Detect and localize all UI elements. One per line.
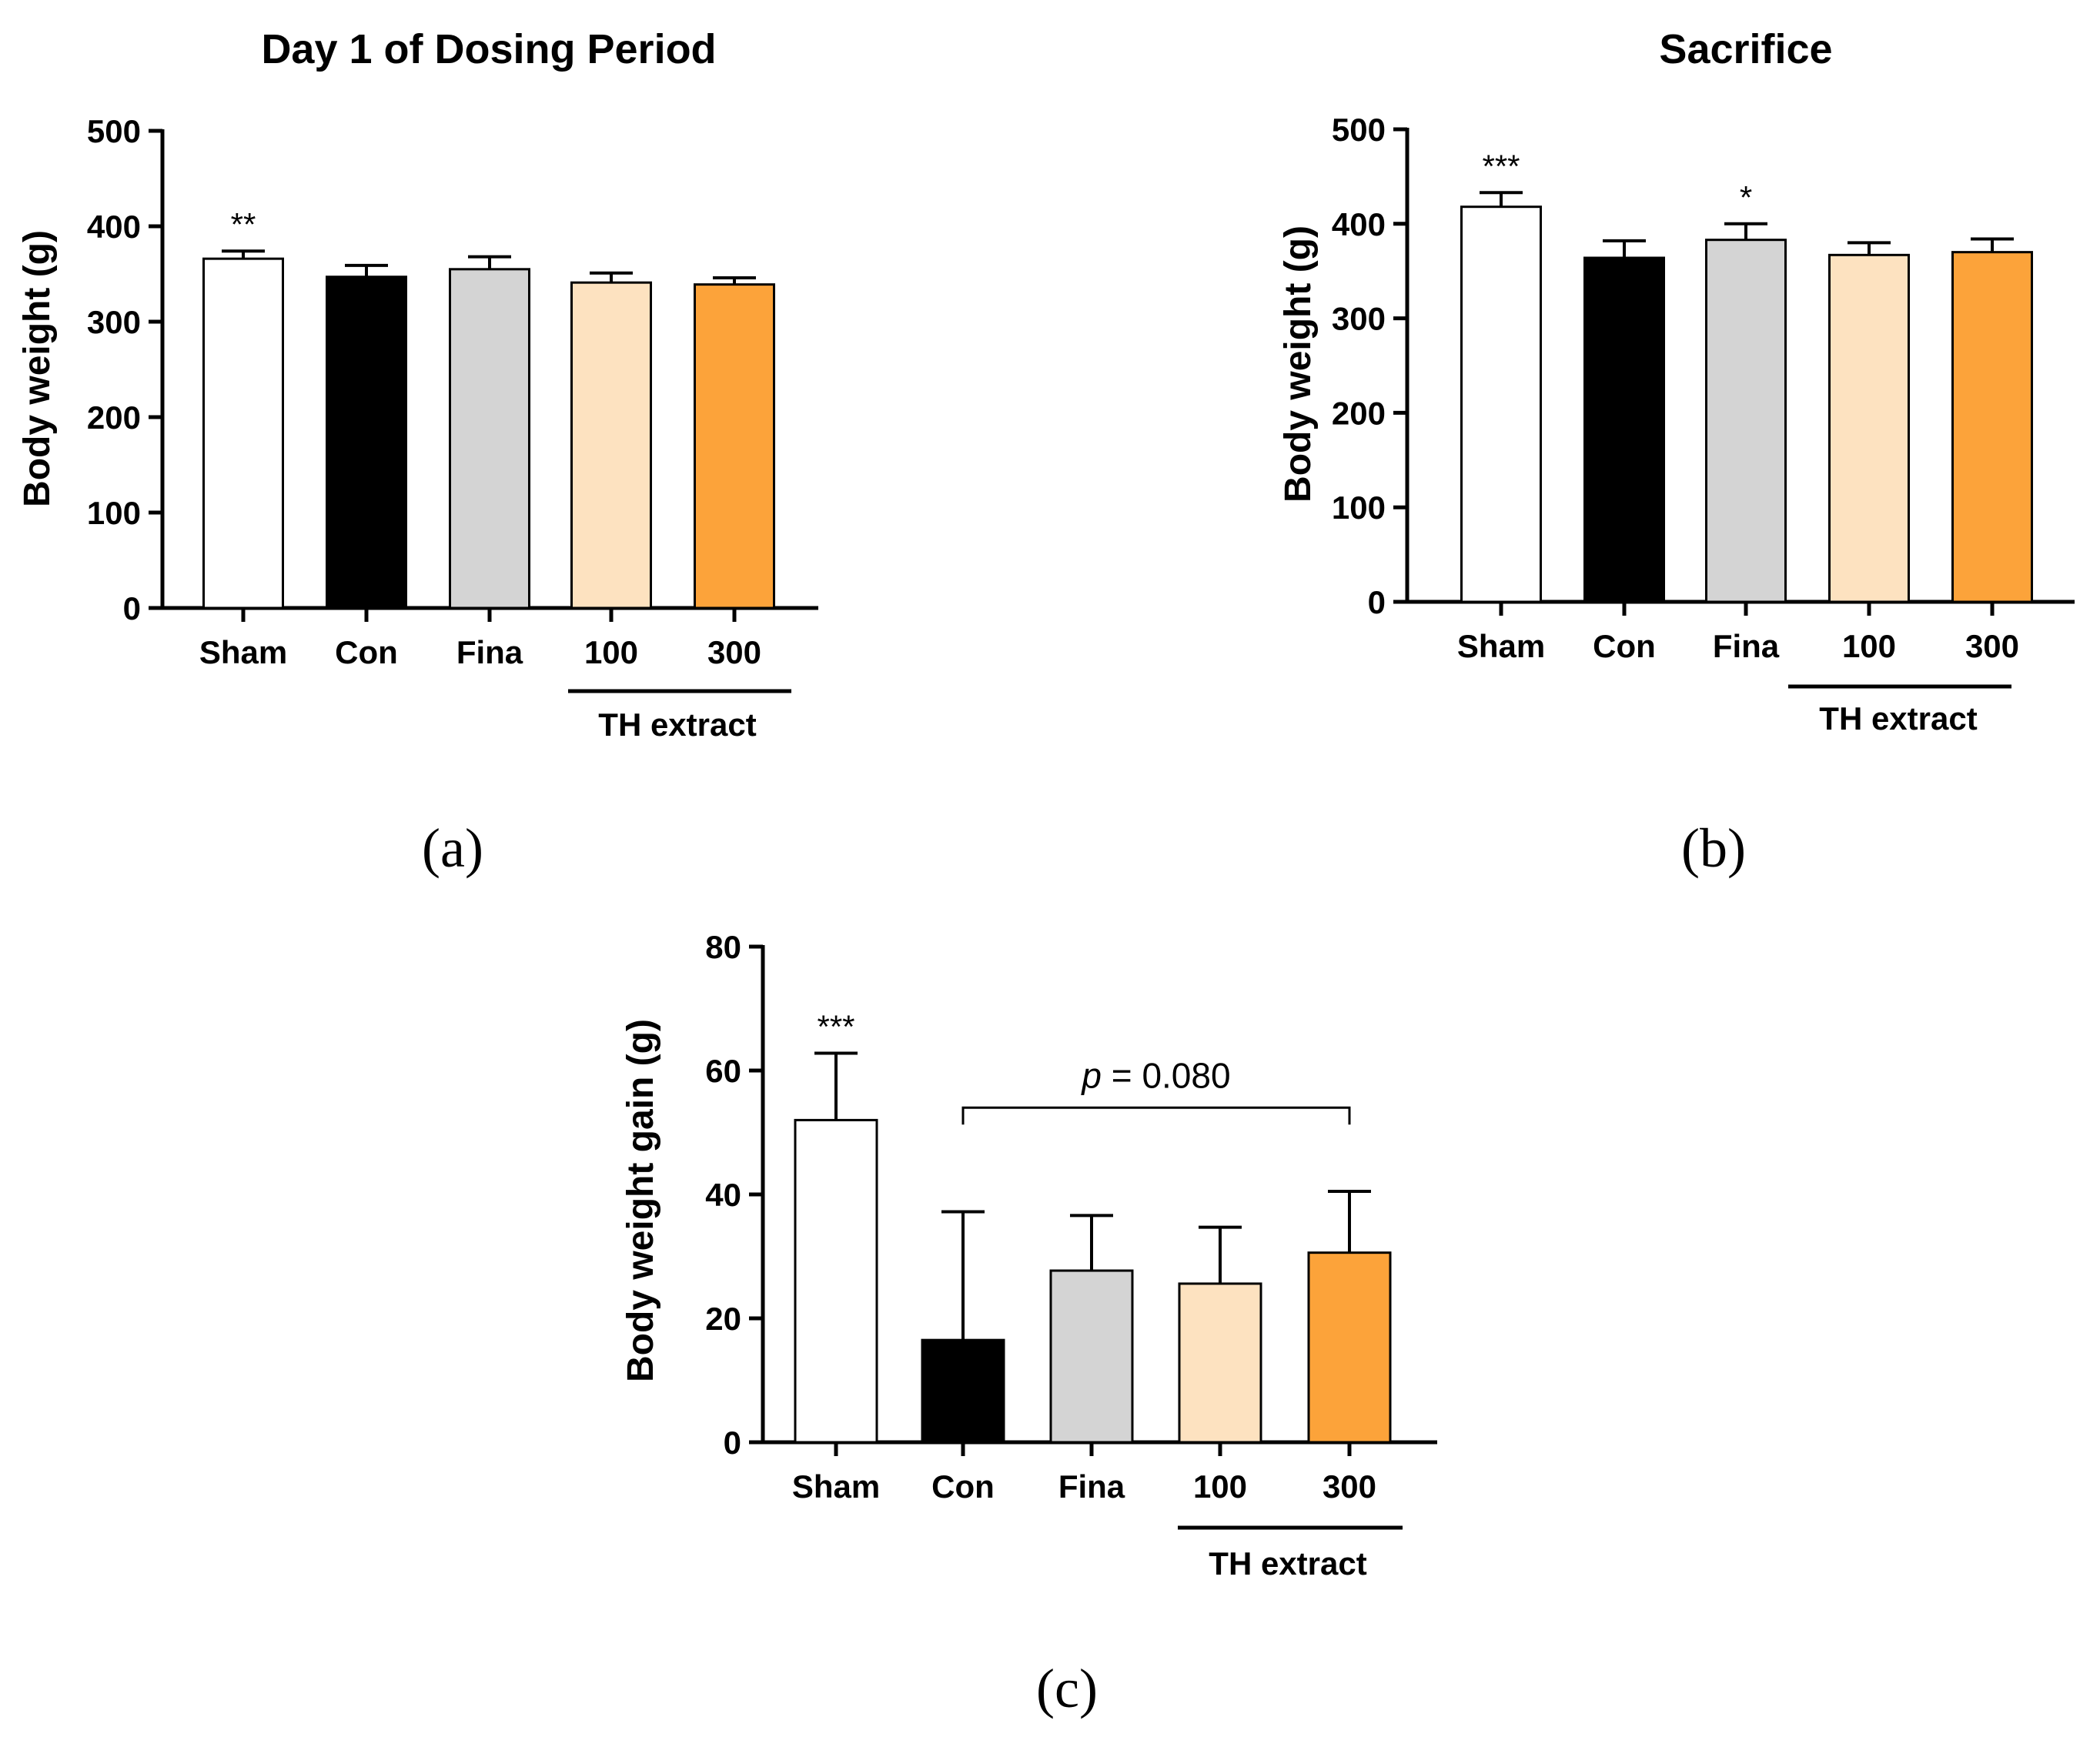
bar-sham [202, 257, 284, 610]
plot-area: 0 100 200 300 400 500 Sham ** Con Fina 100 300 [87, 113, 818, 670]
significance-mark: *** [1482, 148, 1520, 184]
y-tick-label: 500 [87, 113, 141, 149]
plot-area: 0 100 200 300 400 500 Sham *** Con Fina * 100 300 [1332, 112, 2075, 664]
y-tick-label: 200 [1332, 395, 1386, 431]
category-label: Fina [1713, 628, 1780, 664]
bar-fina [1705, 239, 1787, 603]
p-value-label: p = 0.080 [1080, 1055, 1230, 1095]
significance-bracket [961, 1106, 1351, 1125]
y-axis-label: Body weight gain (g) [620, 1019, 661, 1382]
y-tick-label: 0 [724, 1425, 741, 1461]
category-label: 100 [1193, 1468, 1247, 1505]
bar-sham [794, 1118, 878, 1444]
plot-area: 0 20 40 60 80 Sham *** Con Fina 100 300 p = 0.080 [705, 929, 1437, 1505]
group-label: TH extract [1209, 1545, 1366, 1582]
bar-100 [570, 281, 652, 610]
y-tick-label: 60 [705, 1053, 741, 1089]
category-label: Con [931, 1468, 995, 1505]
y-tick-label: 500 [1332, 112, 1386, 148]
group-annotation: TH extract [1178, 1525, 1403, 1582]
category-label: 100 [584, 634, 638, 670]
category-label: Con [1593, 628, 1656, 664]
group-label: TH extract [1819, 700, 1977, 737]
panel-a: Day 1 of Dosing Period Body weight (g) 0… [17, 26, 818, 879]
bar-fina [449, 268, 530, 610]
category-label: Sham [199, 634, 287, 670]
category-label: Sham [792, 1468, 880, 1505]
bar-con [1583, 256, 1665, 603]
group-annotation: TH extract [568, 689, 791, 743]
panel-b: Sacrifice Body weight (g) 0 100 200 300 400 5… [1278, 26, 2075, 879]
category-label: 100 [1842, 628, 1896, 664]
bar-fina [1049, 1269, 1134, 1444]
category-label: Fina [1058, 1468, 1125, 1505]
panel-c: Body weight gain (g) 0 20 40 60 80 Sham *** Con… [620, 929, 1437, 1719]
category-label: 300 [707, 634, 761, 670]
y-tick-label: 400 [1332, 206, 1386, 242]
significance-mark: ** [231, 206, 256, 242]
significance-mark: *** [817, 1008, 854, 1044]
bar-300 [1307, 1251, 1392, 1444]
category-label: 300 [1965, 628, 2019, 664]
y-tick-label: 200 [87, 399, 141, 436]
bar-con [921, 1338, 1005, 1444]
y-tick-label: 0 [1368, 584, 1386, 620]
y-tick-label: 80 [705, 929, 741, 965]
category-label: 300 [1323, 1468, 1376, 1505]
panel-label: (b) [1681, 817, 1746, 879]
y-tick-label: 20 [705, 1301, 741, 1337]
bar-con [326, 276, 407, 610]
y-tick-label: 0 [123, 590, 141, 626]
panel-label: (c) [1036, 1658, 1098, 1719]
chart-title: Day 1 of Dosing Period [261, 26, 716, 72]
significance-mark: * [1740, 179, 1752, 215]
bar-300 [694, 283, 775, 610]
category-label: Con [335, 634, 398, 670]
y-axis-label: Body weight (g) [1278, 225, 1319, 503]
group-label: TH extract [598, 706, 756, 743]
group-annotation: TH extract [1788, 684, 2011, 737]
y-tick-label: 300 [87, 304, 141, 340]
bar-sham [1460, 205, 1542, 603]
bar-100 [1828, 253, 1910, 603]
category-label: Sham [1457, 628, 1545, 664]
y-tick-label: 40 [705, 1177, 741, 1213]
y-tick-label: 400 [87, 209, 141, 245]
y-axis-label: Body weight (g) [17, 230, 58, 507]
bar-100 [1178, 1282, 1262, 1444]
y-tick-label: 100 [1332, 489, 1386, 526]
bar-300 [1951, 251, 2033, 603]
y-tick-label: 100 [87, 495, 141, 531]
panel-label: (a) [422, 817, 483, 879]
category-label: Fina [456, 634, 523, 670]
y-tick-label: 300 [1332, 301, 1386, 337]
chart-title: Sacrifice [1659, 26, 1832, 72]
